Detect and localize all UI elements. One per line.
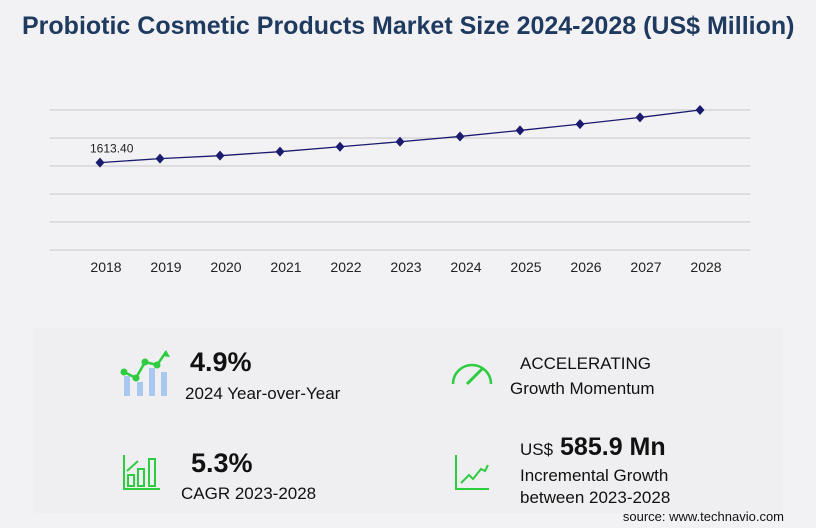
growth-bar-chart-icon: [120, 350, 170, 396]
x-tick-label: 2023: [390, 259, 421, 275]
data-point-2023: [395, 136, 405, 147]
x-tick-label: 2021: [270, 259, 301, 275]
x-tick-label: 2019: [150, 259, 181, 275]
x-tick-label: 2026: [570, 259, 601, 275]
x-tick-label: 2018: [90, 259, 121, 275]
data-point-2021: [275, 146, 285, 157]
data-point-2026: [575, 119, 585, 130]
x-tick-label: 2025: [510, 259, 541, 275]
speedometer-icon: [451, 363, 493, 386]
source-note: source: www.technavio.com: [622, 509, 784, 524]
kpi-panel: [33, 328, 783, 513]
data-point-2022: [335, 141, 345, 152]
data-label: 1613.40: [90, 142, 134, 156]
x-tick-label: 2027: [630, 259, 661, 275]
incremental-value: 585.9 Mn: [560, 433, 666, 461]
incremental-label-2: between 2023-2028: [520, 488, 671, 507]
chart-title: Probiotic Cosmetic Products Market Size …: [22, 12, 795, 40]
cagr-value: 5.3%: [191, 448, 253, 478]
line-chart: 2018 2019 2020 2021 2022 2023 2024 2025 2026 2027…: [50, 105, 750, 275]
currency-prefix: US$: [520, 440, 554, 459]
incremental-label-1: Incremental Growth: [520, 466, 669, 485]
data-point-2019: [155, 153, 165, 164]
bar-growth-icon: [123, 455, 160, 490]
data-point-2025: [515, 125, 525, 136]
momentum-value: ACCELERATING: [520, 354, 651, 373]
x-tick-label: 2024: [450, 259, 481, 275]
yoy-label: 2024 Year-over-Year: [185, 384, 341, 403]
series-line: [99, 109, 701, 164]
x-tick-label: 2028: [690, 259, 721, 275]
data-point-2027: [635, 112, 645, 123]
data-point-2024: [455, 131, 465, 142]
trend-up-icon: [455, 455, 489, 490]
data-point-2020: [215, 150, 225, 161]
data-point-2018: [95, 157, 105, 168]
x-tick-label: 2020: [210, 259, 241, 275]
cagr-label: CAGR 2023-2028: [181, 484, 317, 503]
momentum-label: Growth Momentum: [510, 379, 655, 398]
yoy-value: 4.9%: [190, 347, 252, 377]
data-point-2028: [695, 105, 705, 115]
incremental-growth: US$ 585.9 Mn: [520, 433, 666, 462]
x-tick-label: 2022: [330, 259, 361, 275]
